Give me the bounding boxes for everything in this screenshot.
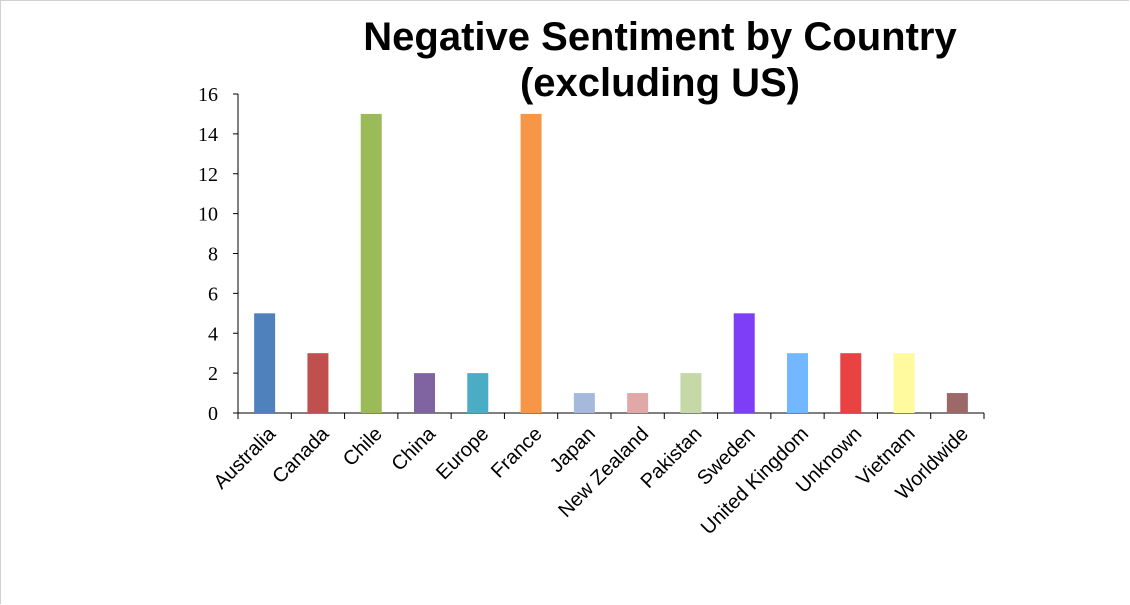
bar-france [520, 113, 542, 413]
bar-vietnam [893, 353, 915, 413]
y-tick-label: 16 [198, 84, 218, 106]
bar-united-kingdom [787, 353, 808, 413]
bar-chile [360, 113, 382, 413]
bar-worldwide [946, 393, 968, 413]
bar-china [414, 373, 435, 413]
bar-europe [467, 373, 489, 413]
bar-canada [307, 353, 329, 413]
y-tick-label: 14 [198, 124, 218, 146]
axes [233, 93, 985, 419]
y-tick-label: 8 [208, 244, 218, 266]
chart-title-line-1: Negative Sentiment by Country [363, 15, 957, 59]
bar-pakistan [680, 373, 702, 413]
y-tick-label: 2 [208, 363, 218, 385]
bars [254, 113, 968, 413]
chart-title-line-2: (excluding US) [519, 61, 801, 105]
y-tick-label: 4 [208, 323, 218, 345]
bar-japan [573, 393, 595, 413]
x-category-label: France [487, 423, 547, 483]
x-category-label: Europe [432, 423, 493, 484]
x-category-label: Chile [339, 423, 387, 471]
y-tick-label: 10 [198, 204, 218, 226]
bar-sweden [733, 313, 755, 413]
x-category-label: Australia [210, 422, 281, 493]
y-tick-label: 12 [198, 164, 218, 186]
bar-unknown [840, 353, 862, 413]
y-tick-label: 0 [208, 403, 218, 425]
y-tick-label: 6 [208, 283, 218, 305]
bar-australia [254, 313, 276, 413]
bar-new-zealand [627, 393, 649, 413]
chart-title: Negative Sentiment by Country (excluding… [300, 14, 1020, 106]
x-category-label: Canada [268, 422, 334, 488]
